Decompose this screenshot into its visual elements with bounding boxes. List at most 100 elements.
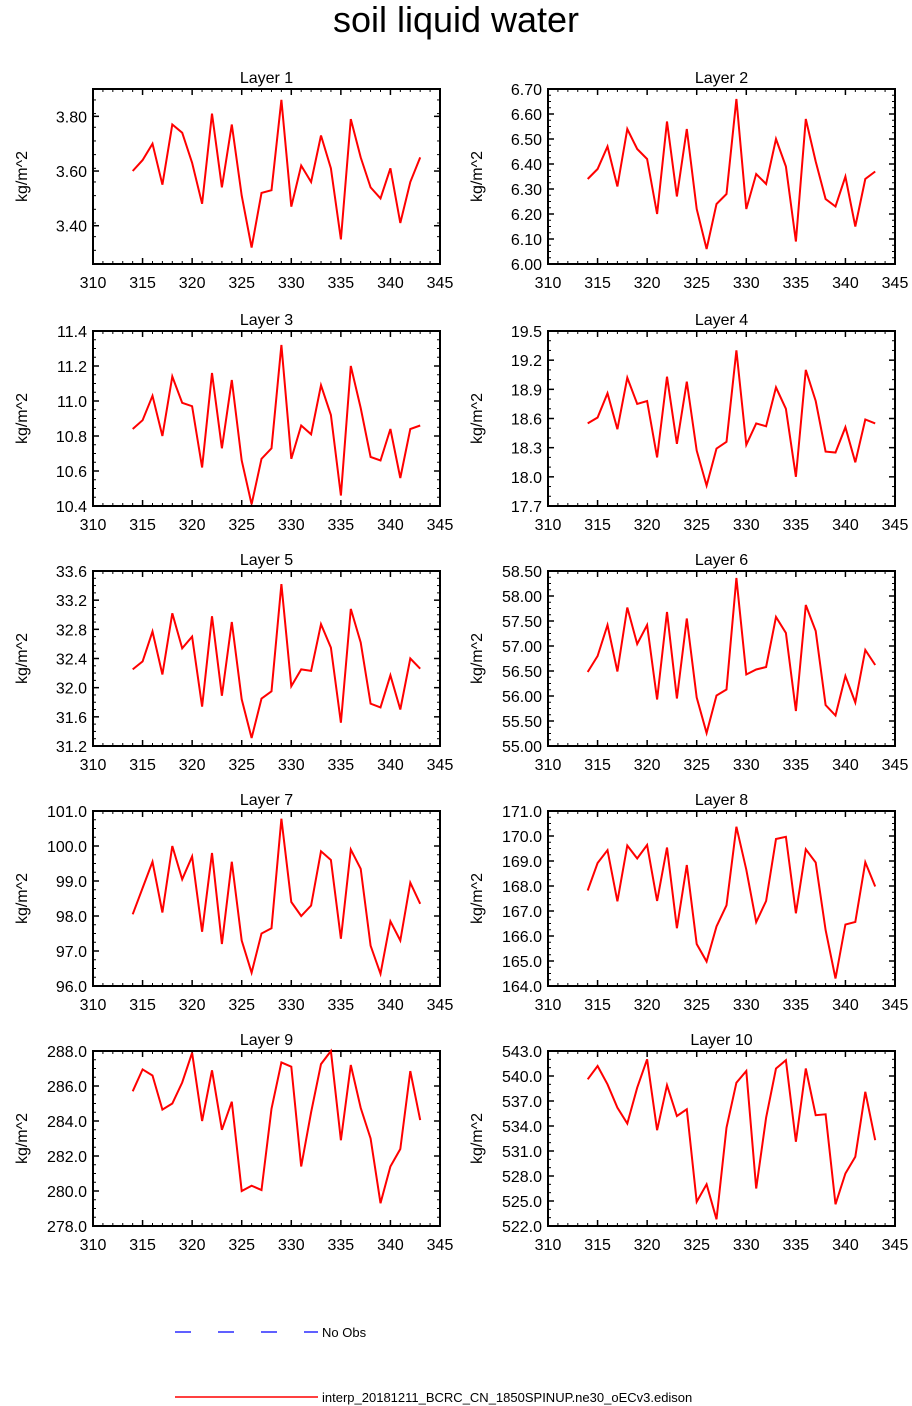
layer-2-title: Layer 2 [695,70,748,87]
layer-9-y-tick-label: 278.0 [47,1219,87,1236]
layer-7-title: Layer 7 [240,792,293,809]
layer-3-x-tick-label: 325 [228,517,255,534]
layer-1-x-tick-label: 340 [377,275,404,292]
layer-10-y-tick-label: 540.0 [502,1069,542,1086]
layer-8-x-tick-label: 330 [733,997,760,1014]
layer-1-x-tick-label: 335 [328,275,355,292]
layer-1-x-tick-label: 310 [80,275,107,292]
layer-5-x-tick-label: 335 [328,757,355,774]
layer-8-x-tick-label: 340 [832,997,859,1014]
layer-10-y-tick-label: 531.0 [502,1144,542,1161]
layer-1-x-tick-label: 325 [228,275,255,292]
layer-7-x-tick-label: 325 [228,997,255,1014]
layer-3-x-tick-label: 345 [427,517,454,534]
layer-10-x-tick-label: 310 [535,1237,562,1254]
layer-10-y-tick-label: 543.0 [502,1044,542,1061]
layer-3-model-series-line [132,344,421,505]
layer-7-x-tick-label: 310 [80,997,107,1014]
layer-2-y-tick-label: 6.00 [511,257,542,274]
layer-10-plot-frame [547,1050,896,1227]
layer-9-x-tick-label: 315 [129,1237,156,1254]
layer-3-y-tick-label: 10.8 [56,429,87,446]
layer-4-x-tick-label: 340 [832,517,859,534]
layer-5-y-tick-label: 31.2 [56,739,87,756]
layer-1-y-axis-label: kg/m^2 [14,151,31,202]
layer-6-y-tick-label: 58.00 [502,589,542,606]
legend-obs-label: No Obs [322,1325,367,1340]
layer-3-y-axis-label: kg/m^2 [14,393,31,444]
layer-6-model-series-line [586,577,877,737]
layer-10-y-tick-label: 534.0 [502,1119,542,1136]
layer-9-x-tick-label: 330 [278,1237,305,1254]
layer-5-plot-frame [92,570,441,747]
layer-3-y-tick-label: 11.2 [57,359,87,376]
layer-6-x-tick-label: 320 [634,757,661,774]
layer-10-model-series-line [586,1058,877,1220]
layer-2-y-tick-label: 6.60 [511,107,542,124]
layer-4-y-tick-label: 18.3 [511,441,542,458]
layer-5-y-tick-label: 32.8 [56,622,87,639]
layer-6-y-tick-label: 58.50 [502,564,542,581]
layer-5-x-tick-label: 345 [427,757,454,774]
layer-8-x-tick-label: 325 [683,997,710,1014]
layer-6-y-tick-label: 56.50 [502,664,542,681]
layer-10-y-tick-label: 528.0 [502,1169,542,1186]
layer-8-x-tick-label: 345 [882,997,909,1014]
layer-9-x-tick-label: 320 [179,1237,206,1254]
layer-5-model-series-line [132,584,421,739]
layer-10-x-tick-label: 325 [683,1237,710,1254]
layer-8-x-tick-label: 310 [535,997,562,1014]
layer-2-x-tick-label: 345 [882,275,909,292]
layer-1-title: Layer 1 [240,70,293,87]
layer-6-x-tick-label: 310 [535,757,562,774]
layer-9-x-tick-label: 325 [228,1237,255,1254]
layer-5-x-tick-label: 315 [129,757,156,774]
layer-1-y-tick-label: 3.80 [56,109,87,126]
layer-4-x-tick-label: 345 [882,517,909,534]
layer-4-x-tick-label: 315 [584,517,611,534]
layer-5-y-tick-label: 33.2 [56,593,87,610]
layer-8-x-tick-label: 315 [584,997,611,1014]
layer-4-x-tick-label: 325 [683,517,710,534]
layer-7-y-tick-label: 97.0 [56,944,87,961]
layer-2-y-tick-label: 6.10 [511,232,542,249]
layer-5-x-tick-label: 325 [228,757,255,774]
layer-1-x-tick-label: 330 [278,275,305,292]
layer-2-x-tick-label: 340 [832,275,859,292]
layer-7-y-tick-label: 99.0 [56,874,87,891]
layer-8-y-tick-label: 164.0 [502,979,542,996]
layer-10-y-tick-label: 525.0 [502,1194,542,1211]
layer-5-y-axis-label: kg/m^2 [14,633,31,684]
layer-9-x-tick-label: 335 [328,1237,355,1254]
layer-4-x-tick-label: 335 [783,517,810,534]
layer-2-plot-frame [547,88,896,265]
layer-3-y-tick-label: 10.6 [56,464,87,481]
layer-2-x-tick-label: 310 [535,275,562,292]
layer-6-y-tick-label: 57.50 [502,614,542,631]
layer-7-model-series-line [131,818,422,978]
layer-9-y-tick-label: 286.0 [47,1079,87,1096]
layer-6-y-tick-label: 55.50 [502,714,542,731]
layer-4-y-tick-label: 19.5 [511,324,542,341]
layer-8-x-tick-label: 335 [783,997,810,1014]
layer-6-y-tick-label: 57.00 [502,639,542,656]
layer-1-x-tick-label: 345 [427,275,454,292]
layer-2-y-tick-label: 6.40 [511,157,542,174]
layer-7-x-tick-label: 340 [377,997,404,1014]
layer-8-y-axis-label: kg/m^2 [469,873,486,924]
layer-4-x-tick-label: 320 [634,517,661,534]
layer-5-y-tick-label: 31.6 [56,710,87,727]
layer-10-x-tick-label: 345 [882,1237,909,1254]
layer-8-x-tick-label: 320 [634,997,661,1014]
layer-7-x-tick-label: 320 [179,997,206,1014]
layer-4-x-tick-label: 310 [535,517,562,534]
layer-5-x-tick-label: 330 [278,757,305,774]
layer-9-y-tick-label: 280.0 [47,1184,87,1201]
layer-2-y-axis-label: kg/m^2 [469,151,486,202]
layer-4-y-tick-label: 17.7 [511,499,542,516]
layer-5-x-tick-label: 320 [179,757,206,774]
layer-7-x-tick-label: 335 [328,997,355,1014]
layer-9-y-tick-label: 288.0 [47,1044,87,1061]
layer-10-x-tick-label: 330 [733,1237,760,1254]
